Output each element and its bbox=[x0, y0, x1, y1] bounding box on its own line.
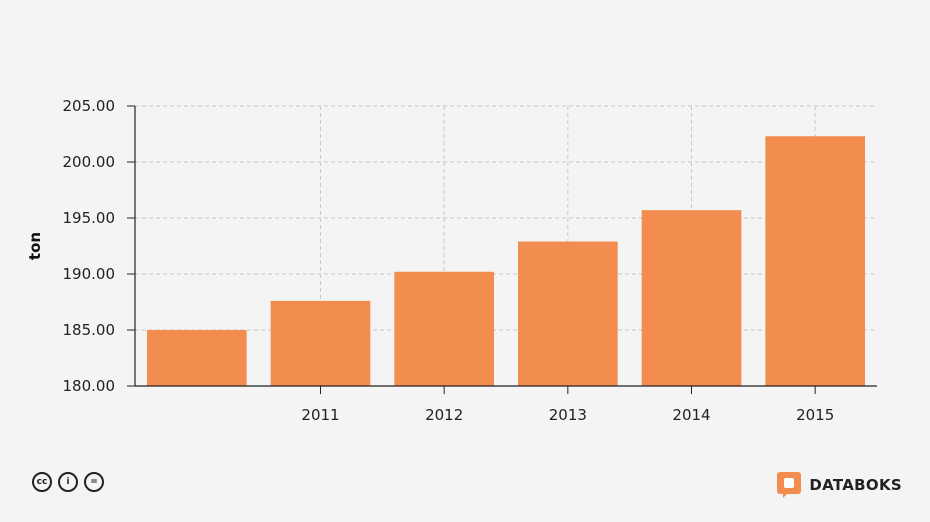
bar-2015 bbox=[765, 136, 865, 386]
license-icons: cc i = bbox=[32, 472, 104, 492]
bar-2014 bbox=[641, 210, 742, 386]
x-tick-labels: 2011 2012 2013 2014 2015 bbox=[301, 406, 834, 424]
bar-2011 bbox=[270, 300, 371, 386]
x-tick-label: 2011 bbox=[301, 406, 339, 424]
brand-name: DATABOKS bbox=[809, 476, 902, 494]
cc-icon[interactable]: cc bbox=[32, 472, 52, 492]
y-tick-label: 200.00 bbox=[63, 153, 116, 171]
x-tick-label: 2015 bbox=[796, 406, 834, 424]
databoks-logo-icon bbox=[777, 472, 802, 498]
by-icon[interactable]: i bbox=[58, 472, 78, 492]
y-tick-label: 190.00 bbox=[63, 265, 116, 283]
x-tick-label: 2013 bbox=[549, 406, 587, 424]
bar-2013 bbox=[518, 241, 618, 386]
x-tick-label: 2014 bbox=[672, 406, 710, 424]
bars bbox=[147, 136, 865, 386]
brand-logo[interactable]: DATABOKS bbox=[777, 472, 902, 498]
y-tick-label: 180.00 bbox=[63, 377, 116, 395]
y-tick-labels: 180.00 185.00 190.00 195.00 200.00 205.00 bbox=[63, 97, 116, 395]
nd-icon[interactable]: = bbox=[84, 472, 104, 492]
y-tick-label: 195.00 bbox=[63, 209, 116, 227]
y-axis-title: ton bbox=[26, 232, 44, 260]
bar-2012 bbox=[394, 271, 494, 386]
bar-2010 bbox=[147, 330, 247, 386]
axes bbox=[127, 105, 877, 394]
y-tick-label: 185.00 bbox=[63, 321, 116, 339]
x-tick-label: 2012 bbox=[425, 406, 463, 424]
y-tick-label: 205.00 bbox=[63, 97, 116, 115]
